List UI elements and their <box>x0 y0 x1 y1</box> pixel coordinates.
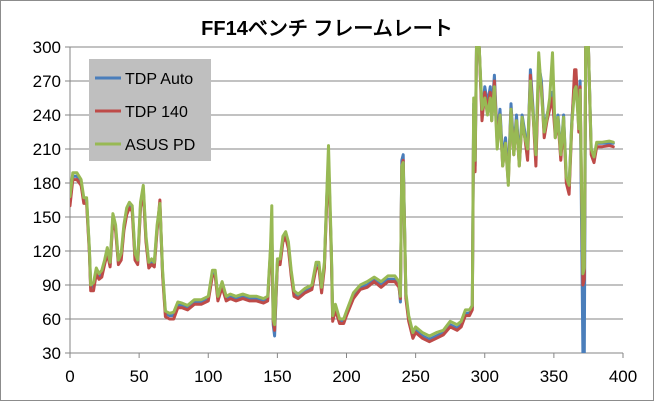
x-tick-label: 150 <box>263 367 291 386</box>
x-tick-label: 250 <box>401 367 429 386</box>
axes: 30 60 90 120 150 180 210 240 270 300 0 50 100 150 200 2… <box>33 38 638 386</box>
x-tick-label: 400 <box>609 367 637 386</box>
y-tick-label: 90 <box>42 276 61 295</box>
legend-label-2: TDP 140 <box>125 104 188 121</box>
x-tick-label: 200 <box>332 367 360 386</box>
chart-title: FF14ベンチ フレームレート <box>201 18 453 40</box>
x-tick-label: 0 <box>65 367 74 386</box>
y-tick-label: 30 <box>42 344 61 363</box>
y-tick-label: 120 <box>33 242 61 261</box>
x-tick-label: 50 <box>130 367 149 386</box>
legend-label-3: ASUS PD <box>125 137 195 154</box>
x-tick-label: 100 <box>194 367 222 386</box>
legend: TDP Auto TDP 140 ASUS PD <box>89 59 211 161</box>
series-line-3 <box>70 46 615 338</box>
y-tick-label: 150 <box>33 208 61 227</box>
x-tick-label: 300 <box>471 367 499 386</box>
y-tick-label: 270 <box>33 72 61 91</box>
y-tick-label: 60 <box>42 310 61 329</box>
y-tick-label: 300 <box>33 38 61 57</box>
y-tick-label: 180 <box>33 174 61 193</box>
legend-label-1: TDP Auto <box>125 71 193 88</box>
y-tick-label: 240 <box>33 106 61 125</box>
x-tick-label: 350 <box>540 367 568 386</box>
y-tick-label: 210 <box>33 140 61 159</box>
series-lines <box>70 46 615 353</box>
